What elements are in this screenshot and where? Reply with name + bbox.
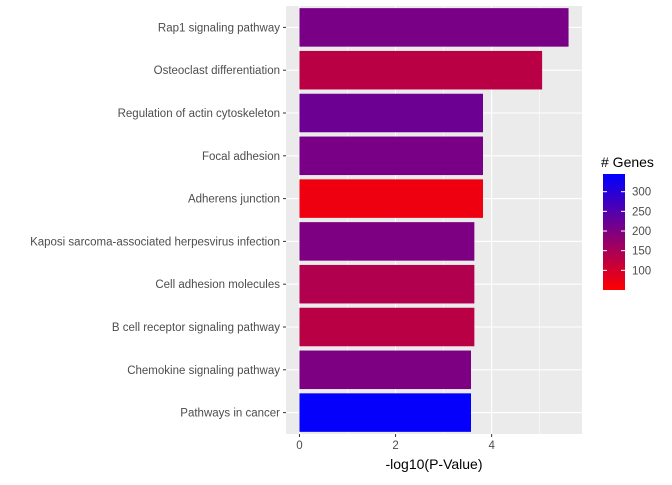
y-tick-label: Cell adhesion molecules xyxy=(155,279,280,291)
x-tick-label: 4 xyxy=(488,440,495,452)
y-tick-label: Kaposi sarcoma-associated herpesvirus in… xyxy=(30,236,280,248)
legend-tick-label: 300 xyxy=(632,187,651,199)
bar xyxy=(299,222,475,261)
bar xyxy=(299,264,475,304)
legend-tick-label: 250 xyxy=(632,206,651,218)
y-tick-label: Chemokine signaling pathway xyxy=(127,365,280,377)
bar xyxy=(299,179,484,218)
bars xyxy=(299,8,569,432)
bar xyxy=(299,350,471,390)
y-tick-label: Osteoclast differentiation xyxy=(154,65,280,77)
legend-tick-label: 200 xyxy=(632,226,651,238)
bar xyxy=(299,8,569,47)
x-tick-label: 0 xyxy=(296,440,302,452)
legend: # Genes 100 150 200 250 300 xyxy=(601,154,654,290)
y-tick-label: Adherens junction xyxy=(188,194,280,206)
x-axis-title: -log10(P-Value) xyxy=(385,456,482,472)
bar xyxy=(299,136,484,176)
y-tick-label: B cell receptor signaling pathway xyxy=(112,322,280,334)
y-tick-label: Pathways in cancer xyxy=(180,408,280,420)
y-tick-label: Focal adhesion xyxy=(202,151,280,163)
y-axis: Rap1 signaling pathway Osteoclast differe… xyxy=(30,22,286,420)
y-tick-label: Rap1 signaling pathway xyxy=(158,22,280,34)
bar xyxy=(299,307,475,347)
bar xyxy=(299,93,484,133)
x-tick-label: 2 xyxy=(392,440,398,452)
x-axis: 0 2 4 -log10(P-Value) xyxy=(296,434,495,472)
legend-title: # Genes xyxy=(601,154,654,170)
legend-colorbar xyxy=(603,174,625,290)
legend-tick-label: 150 xyxy=(632,246,651,258)
bar xyxy=(299,50,543,90)
bar xyxy=(299,393,471,432)
legend-tick-label: 100 xyxy=(632,265,651,277)
y-tick-label: Regulation of actin cytoskeleton xyxy=(118,108,280,120)
